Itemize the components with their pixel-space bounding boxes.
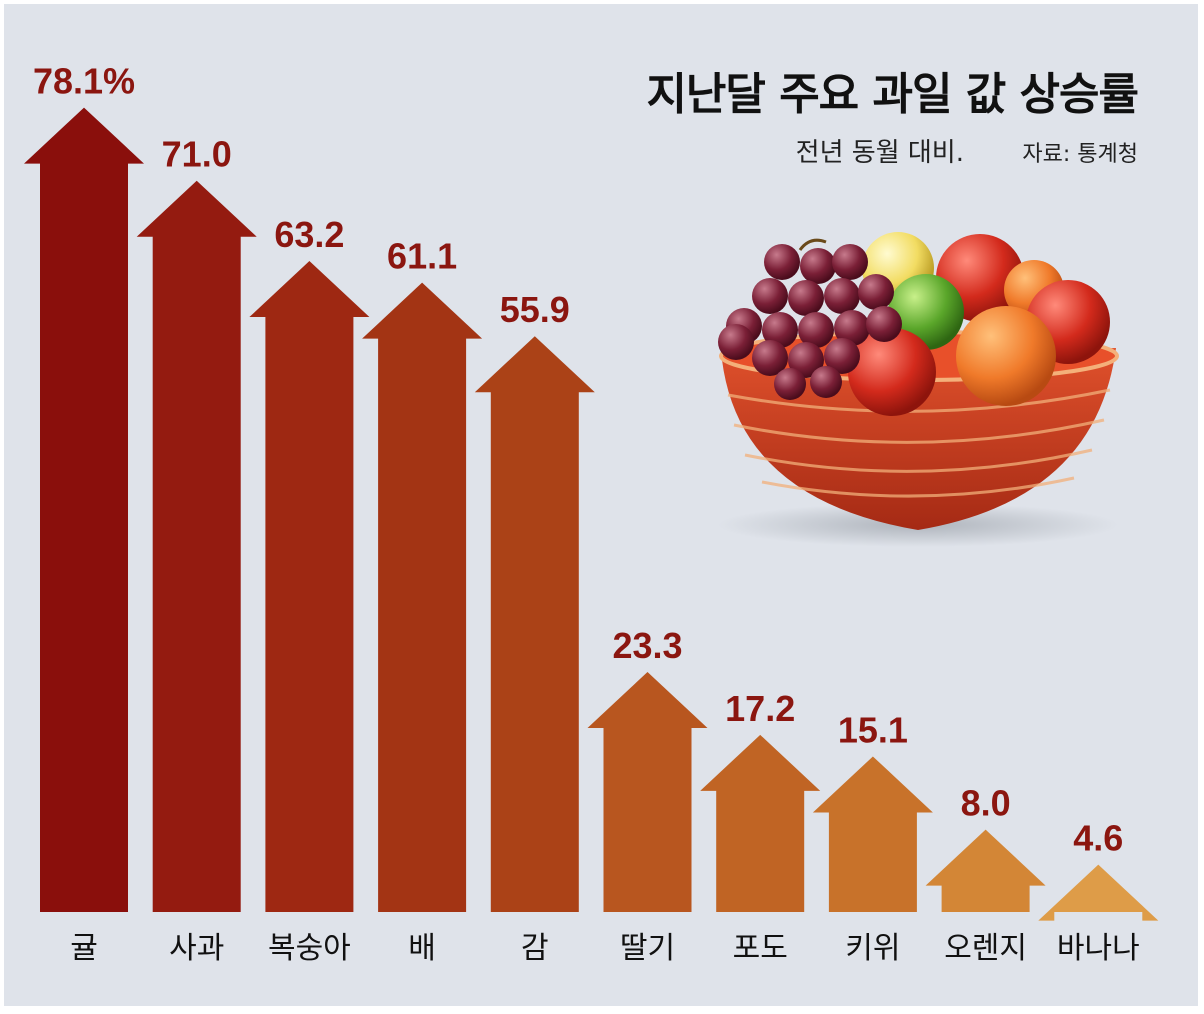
chart-subtitle: 전년 동월 대비. [795,138,964,168]
value-label: 78.1% [33,61,135,102]
category-label: 복숭아 [268,931,351,966]
category-label: 오렌지 [944,931,1027,966]
value-label: 23.3 [612,625,682,666]
bar-arrow-4 [362,282,483,912]
value-label: 61.1 [387,236,457,277]
value-label: 8.0 [961,783,1011,824]
bar-arrow-9 [925,829,1046,912]
bar-arrow-7 [700,734,821,912]
value-label: 71.0 [162,134,232,175]
bar-arrow-2 [136,180,257,912]
value-label: 63.2 [274,214,344,255]
fruit-basket-icon [718,232,1119,547]
category-label: 귤 [70,931,98,966]
value-label: 4.6 [1073,818,1123,859]
category-label: 사과 [169,931,224,966]
arrow-bars [24,107,1159,921]
category-labels: 귤 사과 복숭아 배 감 딸기 포도 키위 오렌지 바나나 [70,931,1140,966]
category-label: 포도 [733,931,788,966]
bar-arrow-10 [1038,864,1159,921]
bar-arrow-3 [249,261,370,912]
category-label: 키위 [845,931,900,966]
category-label: 배 [408,931,436,966]
value-label: 55.9 [500,289,570,330]
category-label: 딸기 [620,931,675,966]
bar-arrow-5 [474,336,595,913]
chart-source: 자료: 통계청 [1022,142,1138,167]
value-label: 15.1 [838,709,908,750]
value-labels: 78.1% 71.0 63.2 61.1 55.9 23.3 17.2 15.1 8.0 4.6 [33,61,1123,859]
value-label: 17.2 [725,688,795,729]
category-label: 바나나 [1057,931,1140,966]
bar-arrow-8 [812,756,933,912]
bar-arrow-6 [587,672,708,912]
category-label: 감 [521,931,549,966]
bar-arrow-1 [24,107,144,912]
chart-title: 지난달 주요 과일 값 상승률 [646,69,1139,120]
